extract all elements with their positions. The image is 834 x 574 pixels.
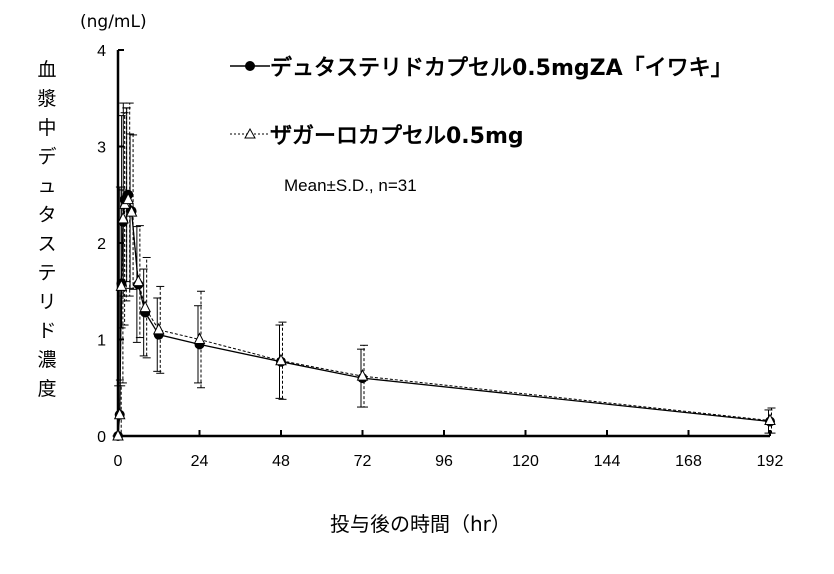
x-tick-label: 144 xyxy=(594,453,621,470)
data-point-reference xyxy=(122,192,134,205)
x-tick-label: 168 xyxy=(675,453,702,470)
series-line xyxy=(117,193,771,437)
data-point-reference xyxy=(152,322,165,335)
data-point-reference xyxy=(275,353,287,366)
x-tick-label: 48 xyxy=(272,453,290,470)
legend-marker-triangle-icon xyxy=(230,127,270,139)
data-point-reference xyxy=(125,205,138,217)
y-axis-label: 血漿中デュタステリド濃度 xyxy=(37,59,57,400)
legend-item-reference: ザガーロカプセル0.5mg xyxy=(230,118,524,150)
data-point-reference xyxy=(132,274,145,287)
x-tick-label: 24 xyxy=(191,453,209,470)
series-line xyxy=(117,198,771,437)
legend-marker-circle-icon xyxy=(230,61,270,71)
data-point-reference xyxy=(117,211,129,224)
data-point-reference xyxy=(764,413,776,426)
y-tick-label: 3 xyxy=(97,140,106,157)
y-tick-label: 4 xyxy=(97,43,106,60)
x-tick-label: 120 xyxy=(512,453,539,470)
data-point-reference xyxy=(115,279,128,291)
x-tick-label: 72 xyxy=(354,453,372,470)
data-point-reference xyxy=(356,369,369,381)
x-tick-label: 0 xyxy=(114,453,123,470)
data-point-reference xyxy=(139,300,151,313)
data-point-reference xyxy=(112,428,124,441)
x-tick-label: 96 xyxy=(435,453,453,470)
data-point-reference xyxy=(193,332,206,344)
legend-label: デュタステリドカプセル0.5mgZA「イワキ」 xyxy=(270,56,733,81)
y-tick-label: 0 xyxy=(97,429,106,446)
x-tick-label: 192 xyxy=(757,453,784,470)
legend-item-test: デュタステリドカプセル0.5mgZA「イワキ」 xyxy=(230,50,733,82)
data-point-reference xyxy=(113,407,126,420)
y-tick-label: 1 xyxy=(97,333,106,350)
annotation: Mean±S.D., n=31 xyxy=(284,176,417,195)
legend-label: ザガーロカプセル0.5mg xyxy=(270,124,524,149)
y-unit: (ng/mL) xyxy=(80,12,147,32)
x-axis-label: 投与後の時間（hr） xyxy=(330,512,511,536)
y-tick-label: 2 xyxy=(97,236,106,253)
